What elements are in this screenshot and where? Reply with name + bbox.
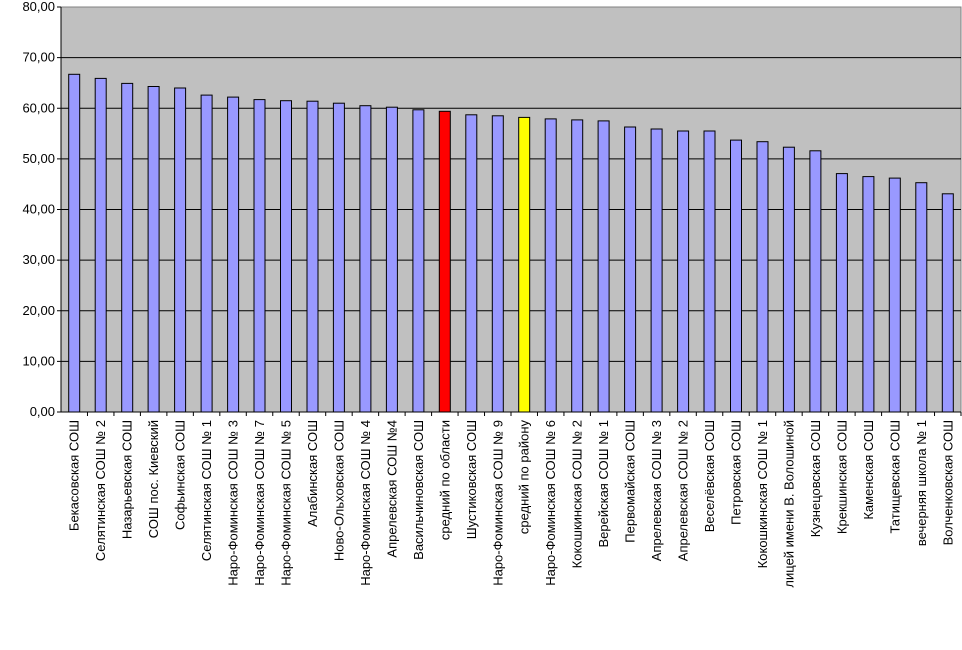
bar <box>253 99 266 413</box>
y-tick-label: 30,00 <box>22 252 55 267</box>
x-category-label: Крекшинская СОШ <box>834 420 849 534</box>
y-tick-label: 10,00 <box>22 353 55 368</box>
x-category-label: Апрелевская СОШ № 2 <box>676 420 691 561</box>
bar <box>809 150 822 413</box>
x-category-label: СОШ пос. Киевский <box>146 420 161 538</box>
bar <box>782 146 795 413</box>
y-tick-label: 0,00 <box>30 404 55 419</box>
x-category-label: Шустиковская СОШ <box>464 420 479 539</box>
bar <box>121 82 134 413</box>
bar <box>915 182 928 413</box>
bar <box>332 102 345 413</box>
y-tick-label: 80,00 <box>22 0 55 14</box>
bar <box>862 176 875 413</box>
x-axis-labels: Бекасовская СОШ Селятинская СОШ № 2 Назарь… <box>67 412 962 588</box>
x-category-label: Петровская СОШ <box>729 420 744 525</box>
x-category-label: Назарьевская СОШ <box>120 420 135 539</box>
y-tick-label: 40,00 <box>22 202 55 217</box>
x-category-label: Волченковская СОШ <box>940 420 955 545</box>
x-category-label: Наро-Фоминская СОШ № 6 <box>543 420 558 586</box>
bar <box>412 109 425 413</box>
bar <box>571 119 584 413</box>
bar <box>94 77 107 413</box>
x-category-label: Первомайская СОШ <box>623 420 638 543</box>
x-category-label: Кокошкинская СОШ № 1 <box>755 420 770 568</box>
x-category-label: Селятинская СОШ № 1 <box>199 420 214 561</box>
x-category-label: Наро-Фоминская СОШ № 4 <box>358 420 373 586</box>
bar <box>730 139 742 413</box>
x-category-label: Каменская СОШ <box>861 420 876 520</box>
x-category-label: средний по району <box>517 420 532 535</box>
bar <box>888 177 901 413</box>
bar <box>941 193 954 413</box>
bar <box>438 110 451 413</box>
x-category-label: Наро-Фоминская СОШ № 7 <box>252 420 267 586</box>
x-category-label: Софьинская СОШ <box>173 420 188 530</box>
bar <box>677 130 690 413</box>
bar <box>385 106 398 413</box>
x-category-label: Наро-Фоминская СОШ № 9 <box>490 420 505 586</box>
bar <box>465 114 478 413</box>
x-category-label: Васильчиновская СОШ <box>411 420 426 560</box>
bar <box>597 120 610 413</box>
x-category-label: вечерняя школа № 1 <box>914 420 929 546</box>
bar <box>518 116 531 413</box>
x-category-label: средний по области <box>437 420 452 540</box>
y-axis-ticks: 0,00 10,00 20,00 30,00 40,00 50,00 60,00 70,00 8… <box>22 0 61 419</box>
bar <box>359 105 372 413</box>
x-category-label: Наро-Фоминская СОШ № 5 <box>279 420 294 586</box>
x-category-label: Бекасовская СОШ <box>67 420 82 531</box>
bar <box>227 96 240 413</box>
x-category-label: Ново-Ольховская СОШ <box>331 420 346 561</box>
bar <box>147 86 160 413</box>
bar <box>491 115 504 413</box>
x-category-label: Алабинская СОШ <box>305 420 320 527</box>
bar <box>835 173 848 413</box>
x-category-label: Верейская СОШ № 1 <box>596 420 611 548</box>
bar <box>624 126 637 413</box>
bar <box>756 141 769 413</box>
x-category-label: Кузнецовская СОШ <box>808 420 823 537</box>
x-category-label: Наро-Фоминская СОШ № 3 <box>226 420 241 586</box>
bar <box>68 73 81 413</box>
bar <box>544 118 557 413</box>
bar <box>703 130 716 413</box>
x-category-label: Апрелевская СОШ № 3 <box>649 420 664 561</box>
bar <box>200 94 213 413</box>
x-category-label: Татищевская СОШ <box>887 420 902 534</box>
bar <box>174 87 187 413</box>
bar <box>650 128 663 413</box>
x-category-label: лицей имени В. Волошиной <box>781 420 796 588</box>
x-category-label: Селятинская СОШ № 2 <box>93 420 108 561</box>
x-category-label: Веселёвская СОШ <box>702 420 717 532</box>
y-tick-label: 20,00 <box>22 303 55 318</box>
y-tick-label: 70,00 <box>22 50 55 65</box>
x-category-label: Апрелевская СОШ №4 <box>384 420 399 558</box>
x-category-label: Кокошкинская СОШ № 2 <box>570 420 585 568</box>
bar <box>280 100 292 413</box>
y-tick-label: 60,00 <box>22 100 55 115</box>
bar <box>306 100 319 413</box>
y-tick-label: 50,00 <box>22 151 55 166</box>
